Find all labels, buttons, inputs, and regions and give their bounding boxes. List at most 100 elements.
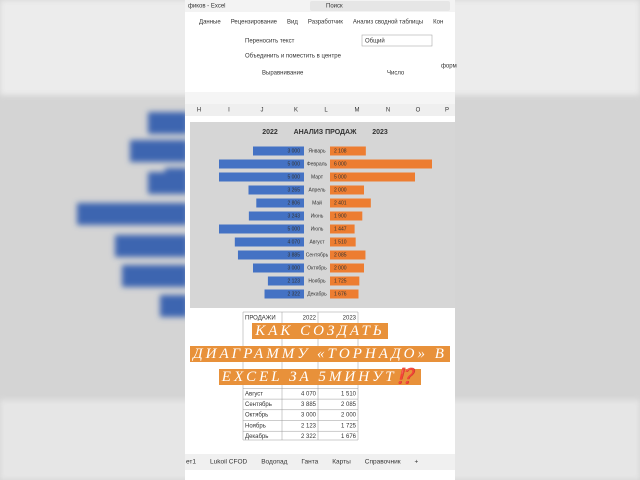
data-label: 2 000 [334,265,347,271]
ribbon-tab[interactable]: Кон [433,20,443,26]
data-label: 2 000 [334,187,347,193]
table-cell: Август [245,391,263,397]
data-label: 1 725 [334,278,347,284]
bar [219,172,304,182]
category-label: Ноябрь [308,278,326,284]
sheet-tab[interactable]: Карты [332,459,351,466]
table-cell: 2 085 [341,402,357,408]
bar [256,198,304,208]
ribbon-tab[interactable]: Рецензирование [231,20,278,26]
bar [237,250,304,260]
number-format[interactable]: Общий [365,38,385,45]
data-label: 2 401 [334,200,347,206]
overlay-title: КАК СОЗДАТЬ ДИАГРАММУ «ТОРНАДО» В EXCEL ЗА… [185,322,455,391]
table-header: ПРОДАЖИ [245,316,276,322]
data-label: 3 243 [287,213,300,219]
merge-button[interactable]: Объединить и поместить в центре [245,54,342,60]
data-label: 3 885 [287,252,300,258]
format-dropdown[interactable] [361,34,433,47]
category-label: Февраль [307,161,328,167]
sheet-tab[interactable]: Справочник [365,459,401,466]
data-label: 5 000 [334,174,347,180]
sheet-tab-bar [185,454,455,470]
data-label: 5 000 [287,226,300,232]
window-title: фиков - Excel [188,4,226,10]
table-cell: 3 000 [301,413,317,419]
data-label: 3 265 [287,187,300,193]
sheet-tab[interactable]: Водопад [261,459,287,466]
bar [330,276,360,286]
overlay-text: EXCEL ЗА 5МИНУТ⁉️ [218,369,422,385]
table-cell: 1 510 [341,391,357,397]
data-label: 1 510 [334,239,347,245]
data-label: 2 123 [287,278,300,284]
column-headers [185,104,455,116]
category-label: Сентябрь [306,252,329,258]
table-header: 2023 [343,316,357,322]
bar [330,250,366,260]
legend-label: 2022 [262,129,278,136]
sheet-tab[interactable]: Lukoil CFOD [210,459,248,466]
category-label: Октябрь [307,265,327,271]
overlay-line: EXCEL ЗА 5МИНУТ⁉️ [185,368,455,386]
category-label: Декабрь [307,291,327,297]
column-header: K [294,108,298,114]
table-cell: 2 123 [301,423,317,429]
search-box[interactable] [310,1,450,11]
overlay-text: ДИАГРАММУ «ТОРНАДО» В [190,346,450,362]
ribbon-tab[interactable]: Данные [199,20,221,26]
sheet-tab[interactable]: ет1 [186,459,196,466]
bar [248,211,304,221]
data-label: 2 108 [334,148,347,154]
overlay-text: КАК СОЗДАТЬ [252,323,388,339]
bar [330,185,364,195]
table-cell: Декабрь [245,434,268,440]
bar [219,224,304,234]
column-header: M [355,108,360,114]
overlay-line: ДИАГРАММУ «ТОРНАДО» В [185,345,455,363]
table-cell: 1 676 [341,434,357,440]
data-label: 3 000 [287,265,300,271]
chart-area [190,122,455,308]
data-label: 3 000 [287,148,300,154]
bar [330,224,355,234]
bar [253,263,304,273]
bar [330,211,363,221]
bar [330,159,432,169]
data-label: 2 085 [334,252,347,258]
sheet-tab[interactable]: + [415,459,419,466]
table-cell: 2 322 [301,434,317,440]
group-label: Число [387,71,405,77]
search[interactable]: Поиск [326,4,343,10]
bar [219,159,304,169]
data-label: 2 322 [287,291,300,297]
table-cell: 4 070 [301,391,317,397]
cut-off-label: форм [441,64,457,70]
group-label: Выравнивание [262,71,304,77]
bar [248,185,304,195]
overlay-line: КАК СОЗДАТЬ [185,322,455,340]
category-label: Апрель [309,187,326,193]
bar [330,263,364,273]
category-label: Март [311,174,324,180]
category-label: Июль [311,226,324,232]
sheet-tab[interactable]: Ганта [301,459,318,466]
column-header: H [197,108,201,114]
legend-label: 2023 [372,129,388,136]
bar [234,237,304,247]
bar [267,276,304,286]
wrap-text-button[interactable]: Переносить текст [245,39,295,45]
data-label: 1 900 [334,213,347,219]
ribbon-tab[interactable]: Анализ сводной таблицы [353,19,423,26]
ribbon-tab[interactable]: Вид [287,20,298,26]
data-label: 1 676 [334,291,347,297]
ribbon-tab[interactable]: Разработчик [308,20,343,26]
column-header: I [228,108,230,114]
category-label: Май [312,199,322,206]
table-cell: Сентябрь [245,402,272,408]
bar [253,146,304,156]
bar [264,289,304,299]
column-header: N [386,108,390,114]
category-label: Январь [308,148,326,154]
